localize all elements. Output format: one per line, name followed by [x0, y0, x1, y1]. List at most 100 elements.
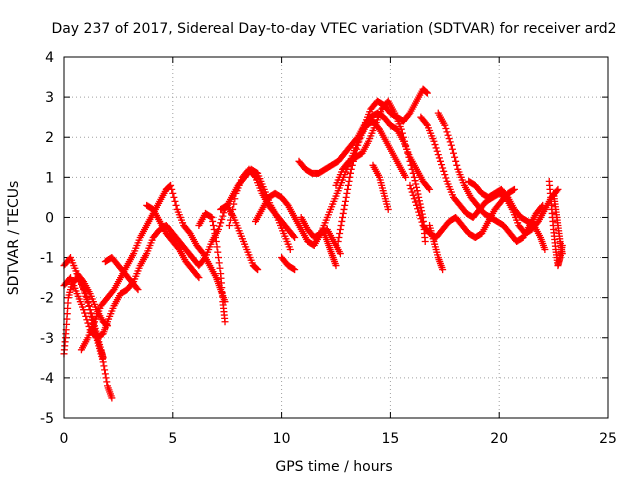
y-axis-label: SDTVAR / TECUs: [6, 181, 22, 296]
data-point: [217, 219, 225, 227]
data-point: [439, 266, 447, 274]
data-series: [73, 270, 112, 330]
data-point: [339, 209, 347, 217]
data-point: [167, 181, 175, 189]
data-point: [399, 133, 407, 141]
data-point: [439, 164, 447, 172]
data-series: [369, 161, 392, 213]
data-point: [210, 225, 218, 233]
data-series: [143, 201, 203, 282]
data-point: [101, 370, 109, 378]
data-point: [414, 205, 422, 213]
data-point: [171, 197, 179, 205]
data-point: [401, 137, 409, 145]
data-point: [451, 153, 459, 161]
data-point: [431, 141, 439, 149]
data-point: [402, 173, 410, 181]
data-series: [332, 97, 429, 246]
data-point: [410, 195, 418, 203]
y-tick-label: 0: [45, 210, 54, 226]
data-point: [411, 177, 419, 185]
data-point: [84, 319, 92, 327]
data-point: [416, 200, 424, 208]
data-point: [345, 177, 353, 185]
data-point: [286, 246, 294, 254]
data-point: [510, 185, 518, 193]
data-series: [426, 221, 447, 274]
data-point: [423, 89, 431, 97]
data-point: [102, 320, 110, 328]
data-point: [443, 128, 451, 136]
data-point: [219, 212, 227, 220]
data-point: [384, 205, 392, 213]
data-point: [408, 188, 416, 196]
data-point: [414, 190, 422, 198]
data-point: [208, 213, 216, 221]
data-point: [339, 213, 347, 221]
data-point: [221, 318, 229, 326]
data-point: [335, 234, 343, 241]
data-point: [421, 238, 429, 246]
data-point: [422, 120, 430, 128]
data-point: [404, 149, 412, 157]
data-point: [86, 306, 94, 314]
data-point: [445, 135, 453, 143]
data-point: [398, 129, 406, 137]
data-point: [82, 312, 90, 320]
data-point: [253, 265, 261, 273]
data-point: [341, 197, 349, 205]
data-point: [554, 185, 562, 193]
data-point: [332, 262, 340, 270]
data-point: [336, 225, 344, 233]
data-point: [218, 215, 226, 223]
data-series: [406, 181, 518, 241]
data-point: [230, 200, 238, 208]
data-point: [133, 284, 141, 292]
x-tick-label: 5: [168, 431, 177, 447]
axis-ticks: 0 5 10 15 20 25 -5 -4 -3 -2 -1 0 1 2 3 4: [40, 50, 617, 447]
data-point: [418, 218, 426, 226]
data-point: [402, 141, 410, 149]
data-point: [170, 193, 178, 201]
data-point: [103, 321, 111, 329]
data-point: [216, 264, 224, 272]
data-point: [209, 221, 217, 229]
data-point: [169, 189, 177, 197]
data-point: [538, 203, 546, 211]
data-point: [214, 254, 222, 262]
y-tick-label: 4: [45, 50, 54, 66]
data-point: [440, 167, 448, 175]
data-series: [550, 189, 566, 258]
data-point: [290, 265, 298, 273]
data-point: [226, 216, 234, 224]
data-point: [436, 157, 444, 165]
data-point: [209, 217, 217, 225]
data-point: [254, 266, 262, 274]
data-point: [450, 149, 458, 157]
data-series: [278, 254, 299, 274]
data-point: [441, 171, 449, 179]
data-point: [426, 185, 434, 193]
data-point: [228, 211, 236, 219]
data-point: [100, 362, 108, 370]
data-point: [216, 222, 224, 230]
data-point: [413, 183, 421, 191]
data-point: [346, 173, 354, 181]
plot-border: [63, 56, 609, 419]
data-point: [229, 205, 237, 213]
data-point: [438, 161, 446, 169]
y-tick-label: 2: [45, 130, 54, 146]
data-series: [101, 254, 142, 294]
data-point: [539, 201, 547, 209]
data-point: [212, 234, 220, 241]
data-point: [102, 374, 110, 382]
data-point: [348, 161, 356, 169]
data-point: [403, 145, 411, 153]
data-point: [406, 157, 414, 165]
data-series: [465, 177, 549, 254]
x-tick-label: 10: [273, 431, 291, 447]
data-point: [415, 197, 423, 205]
data-point: [405, 153, 413, 161]
data-point: [344, 185, 352, 193]
